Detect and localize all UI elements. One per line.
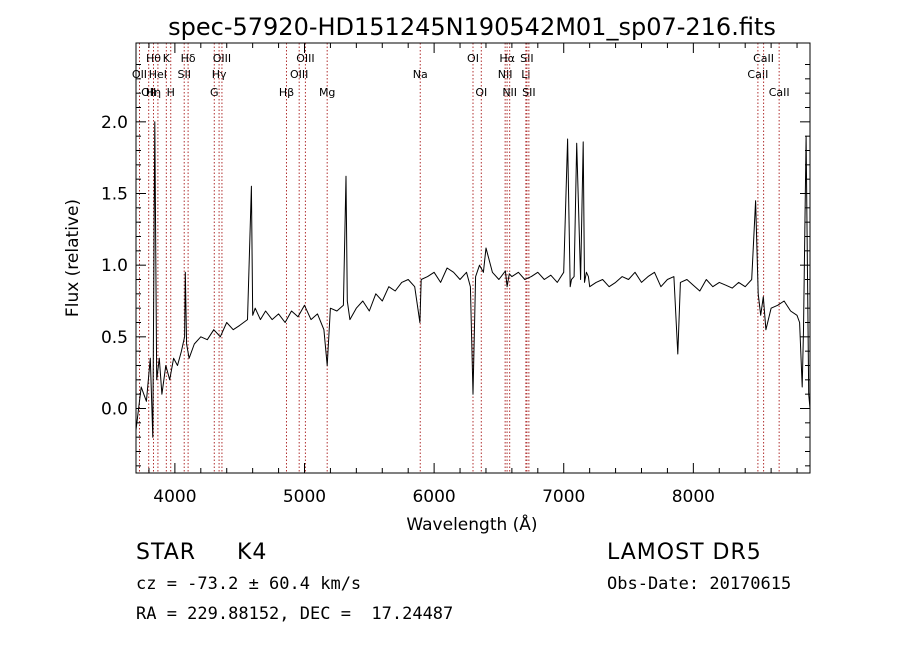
marker-label: K xyxy=(163,52,171,65)
emission-line-markers: OIIOIIHθHηHeIKHSIIHδGHγOIIIHβOIIIOIIIMgN… xyxy=(132,43,790,473)
y-tick-label: 0.5 xyxy=(101,328,128,348)
marker-label: OII xyxy=(141,86,156,99)
marker-label: CaII xyxy=(769,86,790,99)
marker-label: Mg xyxy=(319,86,335,99)
marker-label: HeI xyxy=(149,68,167,81)
marker-label: H xyxy=(167,86,175,99)
marker-label: Hγ xyxy=(212,68,227,81)
x-tick-label: 4000 xyxy=(153,487,196,507)
marker-label: G xyxy=(210,86,219,99)
plot-frame xyxy=(135,42,811,474)
coordinates: RA = 229.88152, DEC = 17.24487 xyxy=(136,604,454,624)
x-tick-label: 5000 xyxy=(283,487,326,507)
spectrum-line xyxy=(135,121,811,438)
marker-label: Li xyxy=(521,68,530,81)
marker-label: Hβ xyxy=(279,86,294,99)
axes: 4000 5000 6000 7000 8000 0.0 0.5 1.0 1.5 2.0 xyxy=(101,43,810,507)
y-tick-label: 1.0 xyxy=(101,256,128,276)
marker-label: OIII xyxy=(296,52,314,65)
marker-label: Hη xyxy=(146,86,161,99)
marker-label: SII xyxy=(522,86,535,99)
marker-label: CaII xyxy=(747,68,768,81)
x-tick-label: 8000 xyxy=(672,487,715,507)
marker-label: CaII xyxy=(753,52,774,65)
chart-title: spec-57920-HD151245N190542M01_sp07-216.f… xyxy=(168,13,776,41)
marker-label: Na xyxy=(413,68,428,81)
marker-label: Hδ xyxy=(181,52,196,65)
y-tick-label: 1.5 xyxy=(101,185,128,205)
y-tick-label: 0.0 xyxy=(101,400,128,420)
marker-label: OI xyxy=(467,52,479,65)
x-tick-label: 7000 xyxy=(542,487,585,507)
x-tick-label: 6000 xyxy=(412,487,455,507)
redshift-cz: cz = -73.2 ± 60.4 km/s xyxy=(136,574,362,594)
subclass: K4 xyxy=(237,540,268,565)
observation-date: Obs-Date: 20170615 xyxy=(607,574,792,594)
marker-label: OIII xyxy=(290,68,308,81)
x-axis-label: Wavelength (Å) xyxy=(406,513,537,535)
y-axis-label: Flux (relative) xyxy=(63,199,83,317)
marker-label: NII xyxy=(498,68,513,81)
y-tick-label: 2.0 xyxy=(101,113,128,133)
series-line xyxy=(135,121,811,438)
marker-label: Hα xyxy=(499,52,515,65)
survey-name: LAMOST DR5 xyxy=(607,540,762,565)
marker-label: OIII xyxy=(213,52,231,65)
object-class: STAR xyxy=(136,540,197,565)
marker-label: SII xyxy=(520,52,533,65)
marker-label: OI xyxy=(475,86,487,99)
marker-label: SII xyxy=(177,68,190,81)
marker-label: NII xyxy=(502,86,517,99)
